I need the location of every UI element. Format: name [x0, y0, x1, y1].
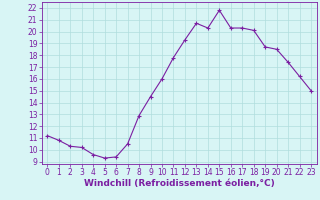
X-axis label: Windchill (Refroidissement éolien,°C): Windchill (Refroidissement éolien,°C)	[84, 179, 275, 188]
